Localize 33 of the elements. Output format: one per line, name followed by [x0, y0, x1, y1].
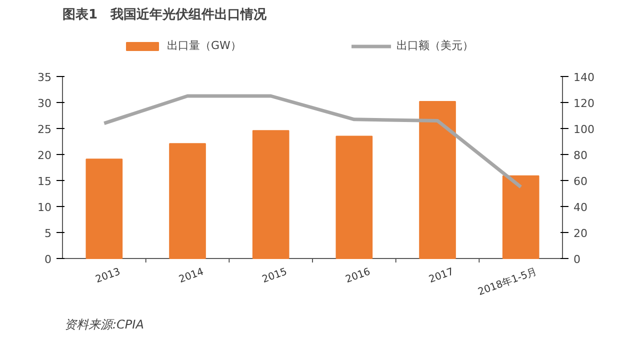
- y2-tick-label: 80: [574, 149, 588, 162]
- y2-tick-label: 120: [574, 97, 594, 110]
- y-tick-label: 20: [38, 149, 52, 162]
- bar: [252, 130, 290, 259]
- bar: [86, 158, 123, 259]
- y2-tick-label: 20: [574, 227, 588, 240]
- bar: [419, 100, 456, 259]
- text: 资料来源:CPIA: [64, 318, 144, 332]
- x-tick-label: 2013: [94, 266, 122, 286]
- x-tick-label: 2018年1-5月: [476, 266, 539, 298]
- bar: [502, 175, 540, 259]
- y-tick-label: 30: [38, 97, 52, 110]
- x-tick-label: 2014: [178, 266, 206, 286]
- x-tick-label: 2016: [344, 266, 372, 286]
- y-tick-label: 5: [44, 227, 52, 240]
- y-tick-label: 35: [38, 71, 52, 84]
- chart-title: 图表1 我国近年光伏组件出口情况: [62, 6, 268, 22]
- y2-tick-label: 0: [574, 253, 580, 266]
- y2-tick-label: 40: [574, 201, 588, 214]
- y-tick-label: 25: [38, 123, 52, 136]
- x-tick-label: 2017: [428, 266, 456, 286]
- legend-label: 出口量（GW）: [167, 38, 242, 53]
- bar: [336, 136, 373, 259]
- y-tick-label: 15: [38, 175, 52, 188]
- y-tick-label: 0: [44, 253, 52, 266]
- y-tick-label: 10: [38, 201, 52, 214]
- y2-tick-label: 60: [574, 175, 588, 188]
- legend-label: 出口额（美元）: [396, 38, 474, 53]
- y2-tick-label: 100: [574, 123, 594, 136]
- x-tick-label: 2015: [260, 266, 289, 286]
- line-series: [102, 94, 523, 189]
- y2-tick-label: 140: [574, 71, 594, 84]
- bar: [169, 143, 206, 259]
